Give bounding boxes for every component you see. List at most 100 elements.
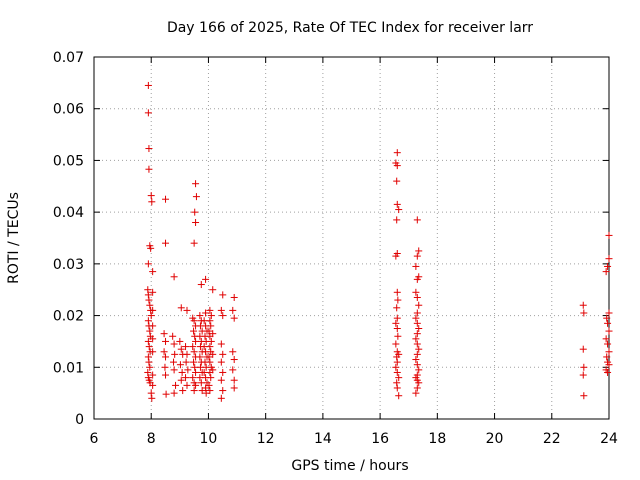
data-point	[392, 363, 400, 371]
data-point	[144, 337, 152, 345]
data-point	[217, 376, 225, 384]
data-point	[177, 376, 185, 384]
data-point	[219, 387, 227, 395]
data-points	[144, 81, 613, 402]
data-point	[192, 193, 200, 201]
data-point	[190, 387, 198, 395]
data-point	[393, 149, 401, 157]
data-point	[604, 368, 612, 376]
data-point	[206, 358, 214, 366]
data-point	[415, 247, 423, 255]
data-point	[219, 350, 227, 358]
data-point	[170, 366, 178, 374]
data-point	[146, 301, 154, 309]
x-tick-label: 20	[486, 431, 504, 447]
data-point	[207, 374, 215, 382]
data-point	[189, 374, 197, 382]
data-point	[205, 381, 213, 389]
data-point	[395, 392, 403, 400]
data-point	[230, 314, 238, 322]
data-point	[209, 286, 217, 294]
data-point	[196, 353, 204, 361]
data-point	[393, 177, 401, 185]
data-point	[393, 353, 401, 361]
data-point	[206, 317, 214, 325]
data-point	[206, 306, 214, 314]
data-point	[602, 335, 610, 343]
data-point	[170, 340, 178, 348]
data-point	[147, 192, 155, 200]
data-point	[144, 286, 152, 294]
data-point	[415, 325, 423, 332]
data-point	[603, 353, 611, 361]
data-point	[190, 358, 198, 366]
data-point	[202, 275, 210, 283]
data-point	[147, 389, 155, 397]
data-point	[217, 340, 225, 348]
data-point	[413, 340, 421, 348]
data-point	[149, 268, 157, 276]
data-point	[392, 252, 400, 260]
data-point	[415, 301, 423, 309]
data-point	[217, 394, 225, 402]
data-point	[393, 384, 401, 392]
data-point	[182, 358, 190, 366]
x-tick-labels: 6 8 10 12 14 16 18 20 22 24	[90, 431, 618, 447]
data-point	[162, 371, 170, 379]
data-point	[412, 389, 420, 397]
data-point	[605, 327, 613, 335]
data-point	[412, 314, 420, 322]
data-point	[145, 343, 153, 351]
data-point	[229, 348, 237, 356]
data-point	[230, 293, 238, 301]
data-point	[161, 363, 169, 371]
y-tick-label: 0.06	[53, 102, 84, 118]
data-point	[393, 314, 401, 322]
data-point	[144, 260, 152, 268]
data-point	[162, 195, 170, 203]
data-point	[183, 350, 191, 358]
chart-title: Day 166 of 2025, Rate Of TEC Index for r…	[167, 20, 533, 36]
data-point	[604, 319, 612, 327]
data-point	[579, 371, 587, 379]
data-point	[579, 301, 587, 309]
data-point	[580, 363, 588, 371]
y-tick-label: 0	[75, 412, 84, 428]
data-point	[184, 366, 192, 374]
y-axis-label: ROTI / TECUs	[6, 192, 22, 284]
data-point	[205, 353, 213, 361]
x-axis-label: GPS time / hours	[291, 458, 408, 474]
data-point	[393, 379, 401, 387]
data-point	[230, 376, 238, 384]
data-point	[179, 387, 187, 395]
x-tick-label: 8	[147, 431, 156, 447]
data-point	[413, 309, 421, 317]
data-point	[604, 262, 612, 270]
data-point	[413, 216, 421, 224]
data-point	[413, 384, 421, 392]
axis-ticks	[93, 56, 610, 420]
data-point	[413, 330, 421, 338]
data-point	[229, 306, 237, 314]
data-point	[162, 353, 170, 361]
data-point	[178, 368, 186, 376]
data-point	[230, 356, 238, 364]
data-point	[177, 345, 185, 353]
x-tick-label: 14	[314, 431, 332, 447]
data-point	[145, 165, 153, 173]
data-point	[145, 296, 153, 304]
y-tick-label: 0.01	[53, 360, 84, 376]
data-point	[395, 374, 403, 382]
data-point	[412, 262, 420, 270]
data-point	[202, 389, 210, 397]
data-point	[412, 356, 420, 364]
data-point	[413, 275, 421, 283]
x-tick-label: 24	[600, 431, 618, 447]
data-point	[206, 387, 214, 395]
data-point	[145, 358, 153, 366]
data-point	[580, 392, 588, 400]
data-point	[202, 309, 210, 317]
data-point	[170, 358, 178, 366]
data-point	[605, 231, 613, 239]
data-point	[415, 366, 423, 374]
